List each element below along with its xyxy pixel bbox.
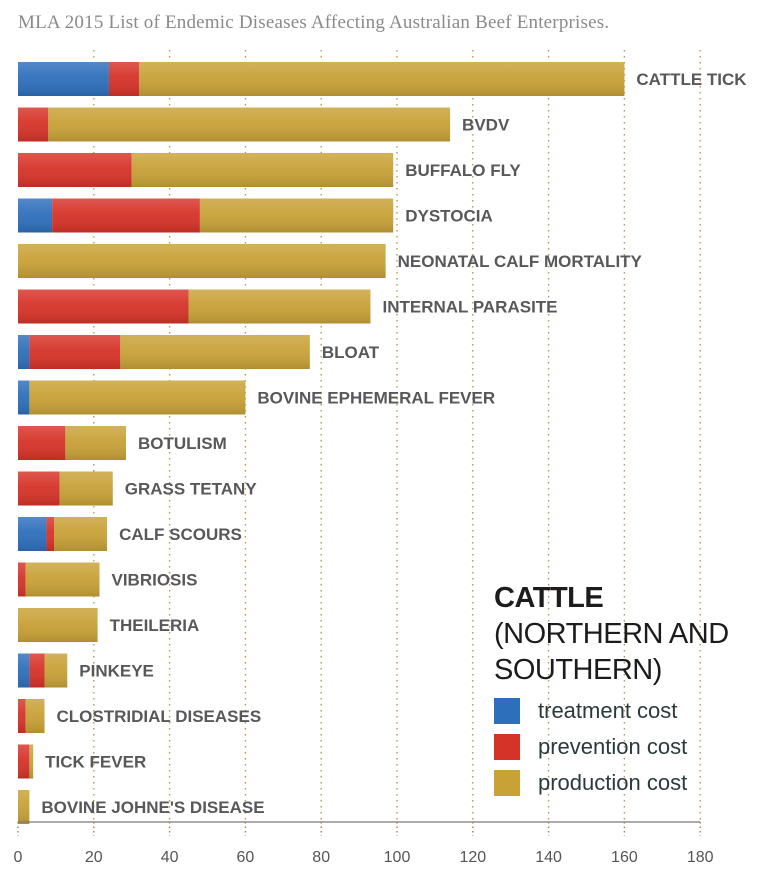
x-axis: 0 20 40 60 80 100 120 140 160 180: [14, 821, 714, 866]
x-tick-label: 80: [312, 849, 330, 866]
category-label: GRASS TETANY: [125, 480, 258, 499]
legend-title-bold: CATTLE: [494, 582, 604, 614]
x-tick-label: 120: [459, 849, 486, 866]
category-label: INTERNAL PARASITE: [382, 298, 557, 317]
bar-shading-9: [18, 471, 113, 506]
legend-swatch-production: [494, 770, 520, 796]
category-label: THEILERIA: [110, 616, 200, 635]
bar-shading-5: [18, 289, 371, 324]
bar-shading-10: [18, 517, 108, 551]
bar-shading-3: [18, 198, 394, 233]
x-tick-label: 60: [237, 849, 255, 866]
bar-shading-12: [18, 608, 98, 642]
x-tick-label: 100: [384, 849, 411, 866]
category-label: BOTULISM: [138, 434, 227, 453]
bars: [18, 62, 625, 824]
legend-swatch-treatment: [494, 698, 520, 724]
bar-shading-15: [18, 744, 34, 779]
legend-title: CATTLE (NORTHERN AND SOUTHERN): [494, 580, 764, 688]
x-tick-label: 40: [161, 849, 179, 866]
category-label: NEONATAL CALF MORTALITY: [398, 252, 643, 271]
grid-lines: [93, 50, 701, 822]
x-tick-label: 20: [85, 849, 103, 866]
category-label: BUFFALO FLY: [405, 161, 521, 180]
bar-shading-8: [18, 426, 127, 460]
bar-shading-11: [18, 562, 100, 597]
category-label: PINKEYE: [79, 662, 154, 681]
x-tick-label: 180: [687, 849, 714, 866]
category-label: CALF SCOURS: [119, 525, 242, 544]
bar-shading-1: [18, 107, 451, 142]
bar-shading-0: [18, 62, 625, 96]
legend-label-production: production cost: [538, 770, 688, 795]
legend-item-production: production cost: [494, 770, 764, 796]
category-label: VIBRIOSIS: [111, 571, 197, 590]
category-label: BOVINE JOHNE'S DISEASE: [41, 798, 264, 817]
bar-shading-14: [18, 699, 45, 733]
category-label: BOVINE EPHEMERAL FEVER: [257, 389, 495, 408]
category-label: DYSTOCIA: [405, 207, 493, 226]
x-tick-label: 0: [14, 849, 23, 866]
category-label: CATTLE TICK: [636, 70, 747, 89]
legend-label-prevention: prevention cost: [538, 734, 688, 759]
bar-shading-2: [18, 153, 394, 187]
legend-swatch-prevention: [494, 734, 520, 760]
legend-label-treatment: treatment cost: [538, 698, 678, 723]
category-label: CLOSTRIDIAL DISEASES: [57, 707, 262, 726]
category-label: BLOAT: [322, 343, 380, 362]
bar-shading-4: [18, 244, 386, 278]
legend-item-prevention: prevention cost: [494, 734, 764, 760]
legend-title-rest: (NORTHERN AND SOUTHERN): [494, 618, 729, 686]
bar-shading-13: [18, 653, 68, 688]
category-label: TICK FEVER: [45, 753, 146, 772]
chart-title: MLA 2015 List of Endemic Diseases Affect…: [18, 12, 610, 33]
bar-shading-7: [18, 380, 246, 415]
bar-shading-6: [18, 335, 310, 369]
x-tick-label: 160: [611, 849, 638, 866]
x-tick-label: 140: [535, 849, 562, 866]
legend-item-treatment: treatment cost: [494, 698, 764, 724]
category-label: BVDV: [462, 116, 510, 135]
category-labels: CATTLE TICK BVDV BUFFALO FLY DYSTOCIA NEONAT…: [41, 70, 747, 817]
legend: CATTLE (NORTHERN AND SOUTHERN) treatment…: [494, 580, 764, 796]
bar-shading-16: [18, 790, 30, 824]
